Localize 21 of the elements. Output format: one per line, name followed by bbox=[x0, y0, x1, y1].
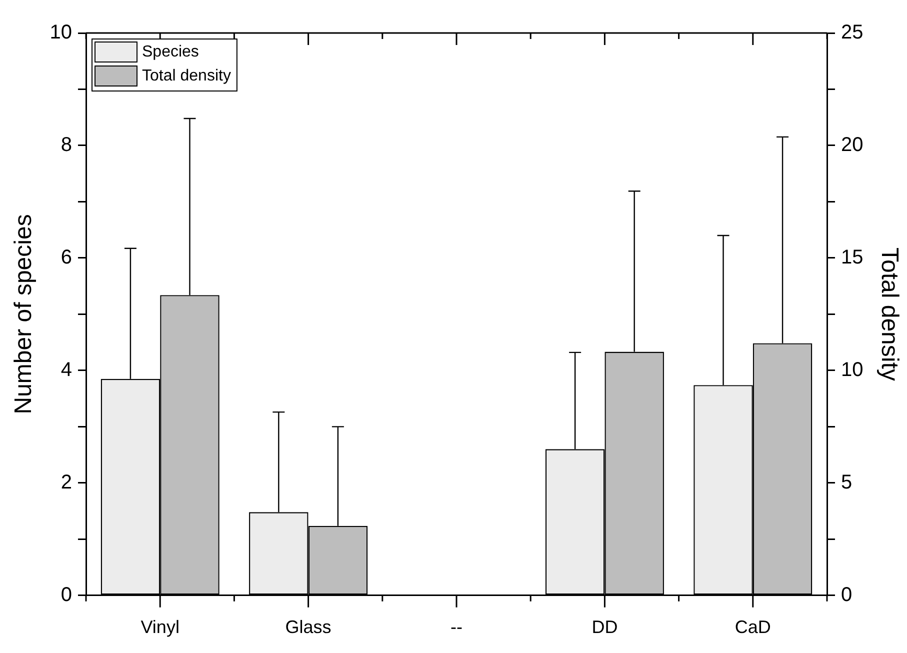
y-axis-title: Number of species bbox=[10, 214, 38, 414]
y-tick-label: 0 bbox=[60, 584, 72, 606]
y-tick-label: 2 bbox=[60, 471, 72, 494]
y-tick-label: 4 bbox=[60, 358, 72, 381]
y2-tick-label: 0 bbox=[841, 584, 852, 606]
y-tick-label: 8 bbox=[60, 134, 72, 156]
x-tick-label: CaD bbox=[734, 617, 771, 638]
x-tick-label: Glass bbox=[285, 617, 332, 638]
x-tick-label: DD bbox=[592, 617, 618, 638]
y-tick-label: 10 bbox=[50, 22, 72, 44]
x-tick-label: Vinyl bbox=[140, 617, 180, 638]
y2-tick-label: 15 bbox=[841, 246, 864, 268]
y2-tick-label: 25 bbox=[841, 22, 864, 44]
legend-label: Total density bbox=[142, 67, 231, 84]
legend-label: Species bbox=[142, 43, 199, 60]
y2-axis-title: Total density bbox=[876, 247, 903, 381]
y2-tick-label: 20 bbox=[841, 134, 864, 156]
x-tick-label: -- bbox=[450, 617, 462, 638]
y2-tick-label: 10 bbox=[841, 358, 864, 381]
y2-tick-label: 5 bbox=[841, 471, 852, 494]
y-tick-label: 6 bbox=[60, 246, 72, 268]
